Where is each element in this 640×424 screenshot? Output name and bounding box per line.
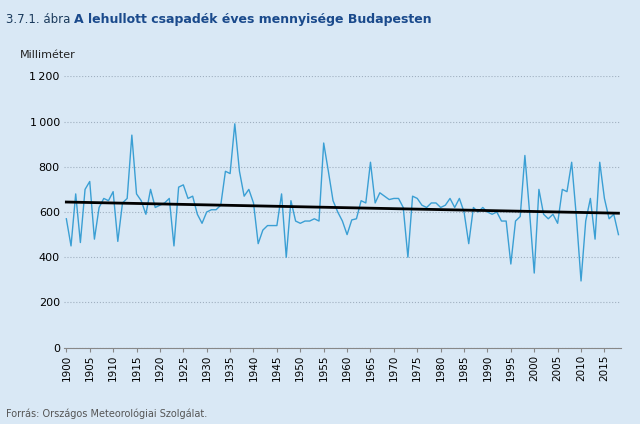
Text: Forrás: Országos Meteorológiai Szolgálat.: Forrás: Országos Meteorológiai Szolgálat… [6,408,207,419]
Text: A lehullott csapadék éves mennyisége Budapesten: A lehullott csapadék éves mennyisége Bud… [74,13,431,26]
Text: Milliméter: Milliméter [19,50,76,60]
Text: 3.7.1. ábra: 3.7.1. ábra [6,13,82,26]
